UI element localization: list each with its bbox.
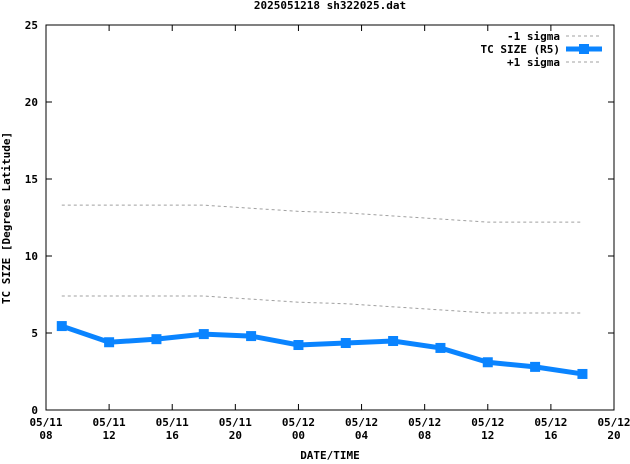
y-tick-label: 20 <box>25 96 38 109</box>
x-tick-label-hour: 12 <box>102 429 115 442</box>
y-tick-label: 10 <box>25 250 38 263</box>
data-point-marker <box>482 357 493 368</box>
data-point-marker <box>56 321 67 332</box>
data-point-marker <box>577 368 588 379</box>
data-point-marker <box>293 340 304 351</box>
x-tick-label-hour: 04 <box>355 429 369 442</box>
x-tick-label-hour: 12 <box>481 429 494 442</box>
series-line-0 <box>61 295 583 314</box>
axes: 051015202505/110805/111205/111605/112005… <box>25 19 630 442</box>
data-point-marker <box>530 361 541 372</box>
series-line-2 <box>61 204 583 223</box>
legend-label: -1 sigma <box>507 30 560 43</box>
data-point-marker <box>340 338 351 349</box>
x-tick-label-hour: 16 <box>166 429 180 442</box>
y-tick-label: 0 <box>31 404 38 417</box>
data-point-marker <box>198 329 209 340</box>
y-tick-label: 25 <box>25 19 38 32</box>
x-tick-label-date: 05/12 <box>471 416 504 429</box>
x-tick-label-hour: 20 <box>229 429 242 442</box>
data-point-marker <box>388 336 399 347</box>
x-tick-label-date: 05/12 <box>408 416 441 429</box>
x-tick-label-date: 05/12 <box>597 416 630 429</box>
legend-label: +1 sigma <box>507 56 560 69</box>
data-point-marker <box>435 342 446 353</box>
chart-title: 2025051218 sh322025.dat <box>254 0 406 12</box>
x-tick-label-hour: 16 <box>544 429 558 442</box>
x-tick-label-hour: 20 <box>607 429 620 442</box>
x-tick-label-date: 05/11 <box>219 416 252 429</box>
x-tick-label-date: 05/12 <box>282 416 315 429</box>
x-tick-label-hour: 08 <box>418 429 431 442</box>
x-axis-label: DATE/TIME <box>300 449 360 460</box>
y-axis-label: TC SIZE [Degrees Latitude] <box>0 132 13 304</box>
x-tick-label-hour: 08 <box>39 429 52 442</box>
x-tick-label-date: 05/12 <box>534 416 567 429</box>
plot-frame <box>45 24 615 411</box>
x-tick-label-date: 05/12 <box>345 416 378 429</box>
series-group <box>56 204 588 379</box>
y-tick-label: 5 <box>31 327 38 340</box>
data-point-marker <box>246 331 257 342</box>
y-tick-label: 15 <box>25 173 38 186</box>
legend-marker <box>579 44 589 54</box>
data-point-marker <box>104 337 115 348</box>
series-line-1 <box>60 323 583 377</box>
legend-label: TC SIZE (R5) <box>481 43 560 56</box>
data-point-marker <box>151 334 162 345</box>
x-tick-label-hour: 00 <box>292 429 305 442</box>
x-tick-label-date: 05/11 <box>156 416 189 429</box>
x-tick-label-date: 05/11 <box>29 416 62 429</box>
x-tick-label-date: 05/11 <box>93 416 126 429</box>
